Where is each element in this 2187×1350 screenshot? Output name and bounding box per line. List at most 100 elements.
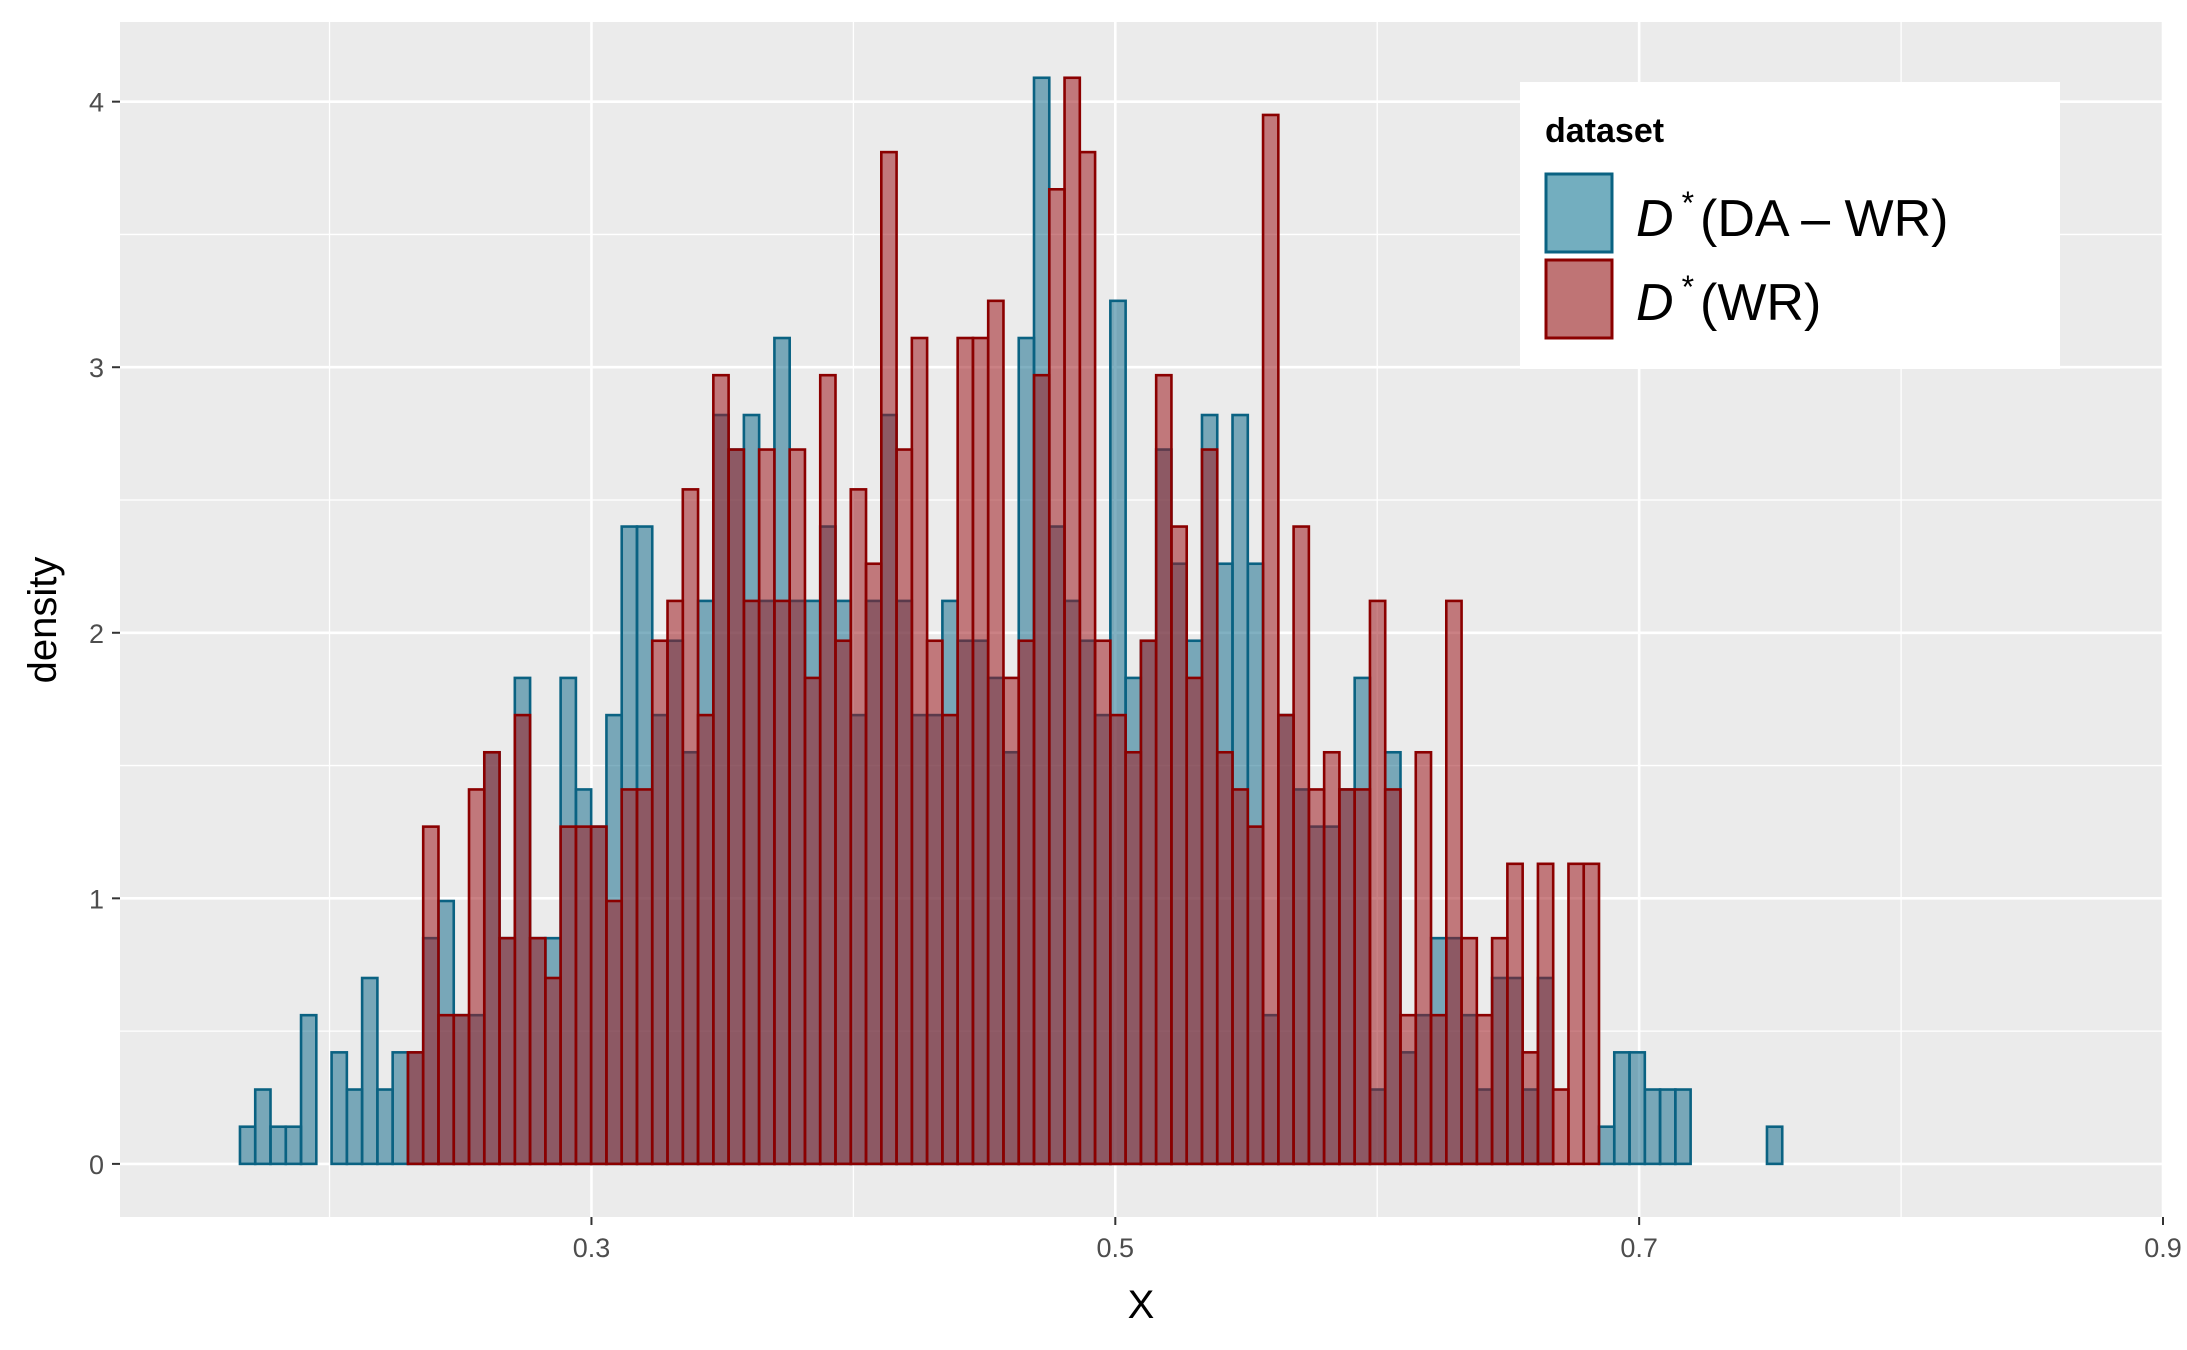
histogram-bar [437, 1013, 456, 1166]
histogram-bar [1277, 713, 1295, 1166]
histogram-bar [376, 1088, 394, 1166]
legend-key-da-wr [1544, 172, 1614, 254]
histogram-bar [1109, 713, 1127, 1166]
histogram-bar [1658, 1088, 1677, 1166]
histogram-bar [1017, 639, 1036, 1166]
histogram-bar [849, 488, 868, 1166]
legend-label-wr: D * (WR) [1636, 269, 1821, 332]
histogram-bar [1521, 1051, 1540, 1166]
histogram-bar [956, 336, 975, 1166]
histogram-bar [574, 825, 593, 1166]
histogram-bar [1032, 373, 1051, 1166]
histogram-bar [1124, 750, 1143, 1166]
histogram-bar [834, 639, 853, 1166]
histogram-bar [1444, 599, 1463, 1166]
histogram-bar [925, 639, 944, 1166]
histogram-bar [1261, 113, 1280, 1166]
histogram-bar [1154, 373, 1173, 1166]
histogram-bar [559, 825, 578, 1166]
histogram-bar [696, 713, 715, 1166]
x-tick-label: 0.7 [1620, 1233, 1658, 1263]
histogram-bar [391, 1051, 410, 1166]
histogram-bar [1536, 862, 1555, 1166]
y-tick-label: 2 [89, 619, 104, 649]
histogram-bar [1765, 1125, 1784, 1166]
histogram-bar [803, 676, 822, 1166]
histogram-bar [605, 899, 624, 1166]
x-axis: 0.3 0.5 0.7 0.9 [573, 1217, 2182, 1263]
histogram-bar [681, 488, 700, 1166]
histogram-bar [1002, 676, 1021, 1166]
histogram-bar [1551, 1088, 1570, 1166]
histogram-bar [666, 599, 685, 1166]
histogram-bar [1429, 1013, 1448, 1166]
histogram-bar [1368, 599, 1387, 1166]
x-tick-label: 0.3 [573, 1233, 611, 1263]
histogram-bar [712, 373, 730, 1166]
x-tick-label: 0.9 [2144, 1233, 2182, 1263]
histogram-bar [299, 1013, 318, 1166]
histogram-bar [1322, 750, 1341, 1166]
histogram-bar [1139, 639, 1158, 1166]
histogram-bar [910, 336, 929, 1166]
histogram-bar [360, 976, 379, 1166]
y-tick-label: 4 [89, 88, 104, 118]
histogram-bar [1383, 788, 1402, 1166]
histogram-bar [330, 1051, 349, 1166]
histogram-bar [345, 1088, 364, 1166]
histogram-bar [864, 562, 883, 1166]
histogram-bar [544, 976, 562, 1166]
legend-key-wr [1544, 258, 1614, 340]
histogram-bar [1612, 1051, 1631, 1166]
histogram-bar [1185, 676, 1204, 1166]
histogram-bar [467, 788, 486, 1166]
histogram-bar [1231, 788, 1250, 1166]
histogram-bar [528, 936, 547, 1166]
histogram-bars [238, 76, 1784, 1166]
histogram-bar [1093, 639, 1112, 1166]
histogram-bar [1047, 188, 1066, 1166]
histogram-bar [1460, 936, 1479, 1166]
histogram-bar [1643, 1088, 1662, 1166]
series-2 [406, 76, 1601, 1166]
histogram-bar [727, 448, 746, 1166]
histogram-bar [757, 448, 776, 1166]
y-axis-title: density [21, 557, 65, 684]
histogram-bar [1215, 750, 1234, 1166]
histogram-bar [1414, 750, 1433, 1166]
histogram-bar [1582, 862, 1601, 1166]
histogram-bar [1246, 825, 1265, 1166]
histogram-bar [589, 825, 608, 1166]
histogram-bar [284, 1125, 303, 1166]
histogram-bar [895, 448, 914, 1166]
x-tick-label: 0.5 [1097, 1233, 1135, 1263]
histogram-bar [1674, 1088, 1692, 1166]
x-axis-title: X [1128, 1283, 1155, 1327]
histogram-bar [1567, 862, 1586, 1166]
histogram-bar [498, 936, 517, 1166]
y-tick-label: 0 [89, 1150, 104, 1180]
histogram-bar [1475, 1013, 1494, 1166]
histogram-bar [1506, 862, 1524, 1166]
legend-title: dataset [1545, 112, 1664, 150]
histogram-bar [986, 299, 1005, 1166]
histogram-bar [620, 788, 639, 1166]
histogram-bar [1353, 788, 1372, 1166]
histogram-bar [1597, 1125, 1616, 1166]
histogram-bar [406, 1051, 425, 1166]
legend-label-da-wr: D * (DA – WR) [1636, 185, 1948, 248]
y-tick-label: 1 [89, 884, 104, 914]
histogram-bar [788, 448, 807, 1166]
histogram-bar [253, 1088, 272, 1166]
histogram-bar [238, 1125, 257, 1166]
legend: dataset D * (DA – WR) D * (WR) [1520, 82, 2060, 369]
histogram-bar [1399, 1013, 1418, 1166]
histogram-bar [421, 825, 440, 1166]
histogram-bar [1078, 150, 1097, 1166]
histogram-bar [880, 150, 898, 1166]
histogram-bar [1170, 525, 1189, 1166]
y-axis: 0 1 2 3 4 [89, 88, 120, 1180]
histogram-bar [650, 639, 669, 1166]
histogram-bar [1490, 936, 1509, 1166]
